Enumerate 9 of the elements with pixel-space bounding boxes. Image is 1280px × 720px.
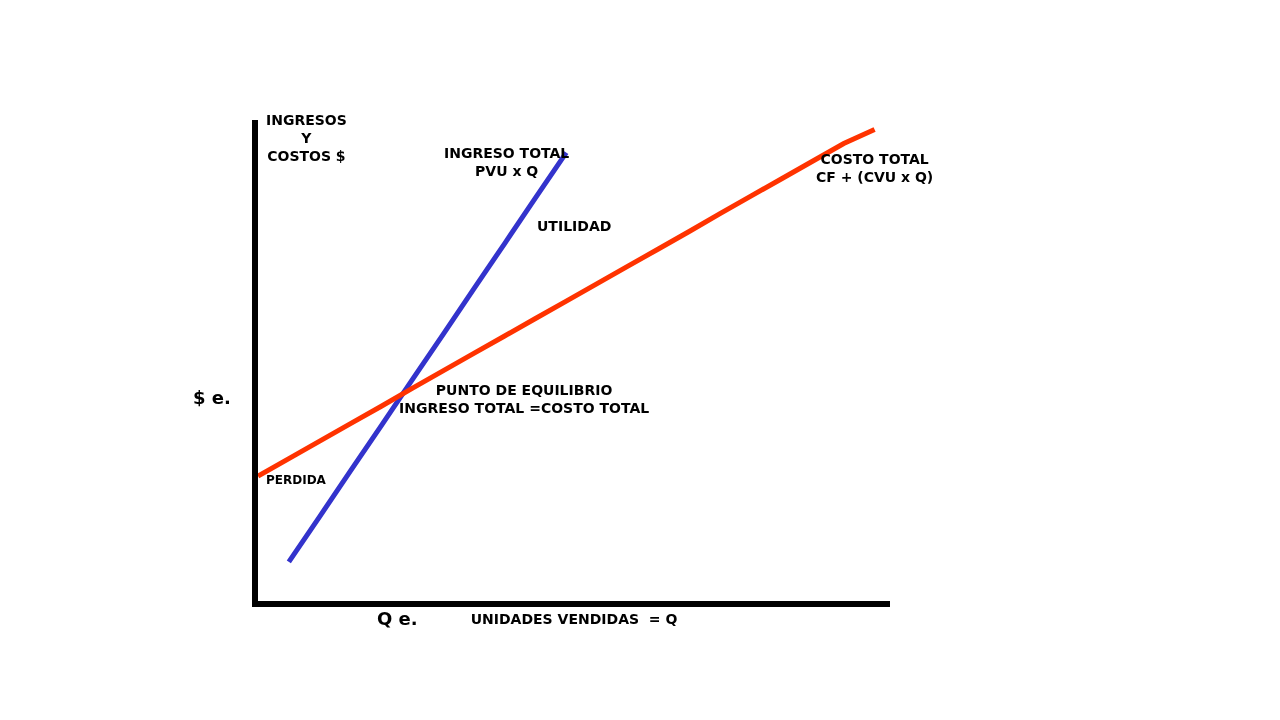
annotation: UTILIDAD [537,218,612,234]
annotation: PUNTO DE EQUILIBRIO INGRESO TOTAL =COSTO TOTAL [399,382,650,417]
text: Q e. [377,608,418,629]
series-label: COSTO TOTAL CF + (CVU x Q) [816,151,934,186]
text: $ e. [193,387,231,408]
series-label: INGRESO TOTAL PVU x Q [444,145,570,180]
x-axis-title: UNIDADES VENDIDAS = Q [470,610,678,627]
y-axis-title: INGRESOS Y COSTOS $ [266,112,347,165]
annotation: PERDIDA [266,473,327,487]
